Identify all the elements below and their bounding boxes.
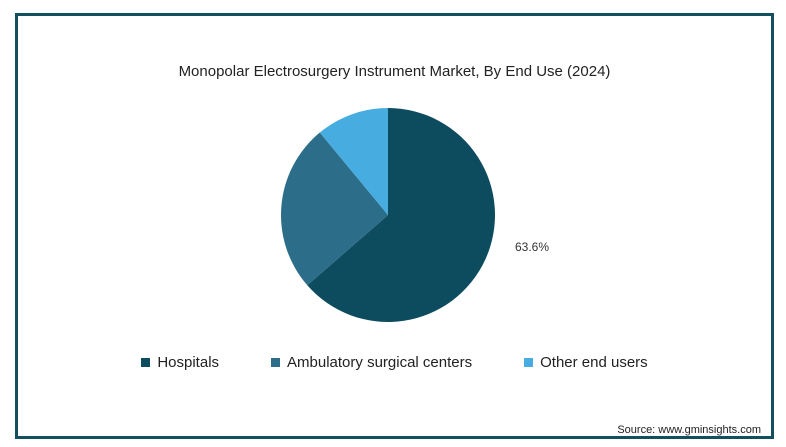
legend-label-other: Other end users [540, 354, 648, 371]
legend-label-ambulatory: Ambulatory surgical centers [287, 354, 473, 371]
legend-item-ambulatory: Ambulatory surgical centers [271, 354, 472, 371]
pie-slice-other [319, 108, 388, 215]
chart-title: Monopolar Electrosurgery Instrument Mark… [178, 63, 611, 80]
legend-swatch-hospitals [141, 358, 151, 367]
pie-slice-hospitals [307, 108, 495, 322]
legend-item-hospitals: Hospitals [141, 354, 219, 371]
pie-chart [281, 108, 495, 322]
legend-swatch-other [524, 358, 534, 367]
pie-slice-ambulatory [281, 132, 388, 286]
source-credit: Source: www.gminsights.com [617, 424, 761, 436]
legend-item-other: Other end users [524, 354, 648, 371]
chart-legend: Hospitals Ambulatory surgical centers Ot… [18, 354, 771, 371]
legend-swatch-ambulatory [271, 358, 281, 367]
hospitals-percent-label: 63.6% [515, 240, 550, 254]
chart-frame: Monopolar Electrosurgery Instrument Mark… [15, 13, 774, 439]
legend-label-hospitals: Hospitals [157, 354, 220, 371]
